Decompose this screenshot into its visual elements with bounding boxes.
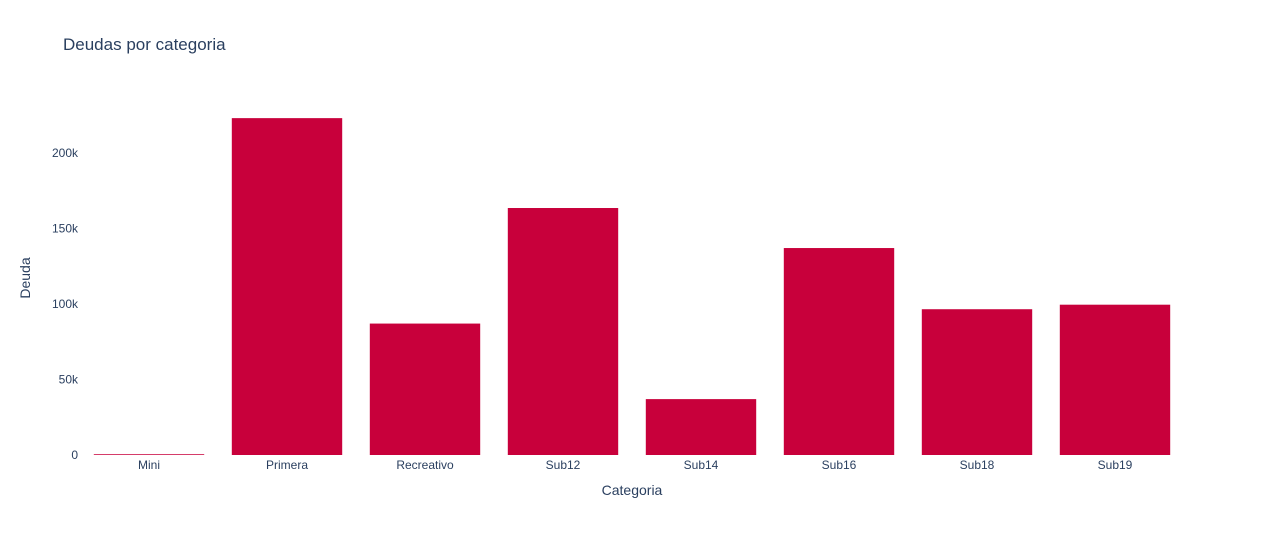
bar-sub19[interactable] [1059, 304, 1171, 455]
x-tick-label-sub19: Sub19 [1098, 458, 1133, 472]
x-tick-label-recreativo: Recreativo [396, 458, 454, 472]
chart-title: Deudas por categoria [63, 35, 226, 54]
x-axis-ticks: Mini Primera Recreativo Sub12 Sub14 Sub16 Sub1… [138, 458, 1133, 472]
bar-recreativo[interactable] [369, 323, 481, 455]
bar-sub12[interactable] [507, 208, 619, 455]
bars-group [93, 118, 1171, 455]
x-tick-label-sub12: Sub12 [546, 458, 581, 472]
x-tick-label-sub14: Sub14 [684, 458, 719, 472]
y-tick-label: 0 [71, 448, 78, 462]
y-tick-label: 100k [52, 297, 79, 311]
y-axis-title: Deuda [17, 257, 33, 298]
plot-area: Mini Primera Recreativo Sub12 Sub14 Sub16 Sub1… [52, 118, 1171, 472]
bar-sub18[interactable] [921, 309, 1033, 455]
bar-sub16[interactable] [783, 248, 895, 455]
bar-sub14[interactable] [645, 399, 757, 455]
x-tick-label-primera: Primera [266, 458, 308, 472]
x-tick-label-sub16: Sub16 [822, 458, 857, 472]
x-tick-label-mini: Mini [138, 458, 160, 472]
y-tick-label: 200k [52, 146, 79, 160]
y-tick-label: 50k [59, 372, 79, 386]
x-axis-title: Categoria [602, 482, 663, 498]
y-tick-label: 150k [52, 221, 79, 235]
x-tick-label-sub18: Sub18 [960, 458, 995, 472]
bar-primera[interactable] [231, 118, 343, 455]
y-axis-ticks: 0 50k 100k 150k 200k [52, 146, 79, 462]
bar-mini[interactable] [93, 454, 205, 455]
